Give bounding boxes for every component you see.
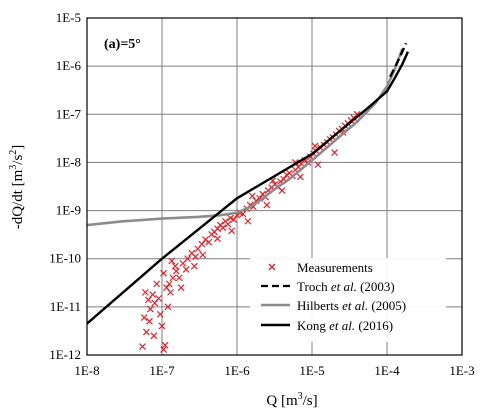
measurement-point [150, 332, 158, 340]
measurement-point [177, 284, 185, 292]
measurement-point [146, 317, 153, 325]
x-tick-label: 1E-7 [149, 363, 175, 378]
y-tick-label: 1E-11 [50, 299, 81, 314]
measurement-point [244, 217, 252, 225]
y-axis-title: -dQ/dt [m3/s2] [8, 145, 26, 230]
series-line-hilberts [87, 48, 404, 227]
measurement-point [224, 220, 232, 228]
legend-background [250, 258, 446, 342]
series-line-kong [87, 51, 409, 325]
measurement-point [199, 251, 207, 259]
y-tick-label: 1E-8 [56, 154, 81, 169]
plot-frame [86, 17, 463, 356]
measurement-point [331, 149, 339, 157]
measurement-point [172, 267, 180, 275]
measurement-point [219, 224, 227, 232]
measurement-point [141, 288, 149, 296]
x-tick-label: 1E-5 [299, 363, 324, 378]
legend-item-kong: Kong et al. (2016) [261, 318, 393, 333]
y-tick-label: 1E-7 [56, 106, 82, 121]
measurement-point [153, 280, 161, 288]
measurement-point [278, 187, 286, 195]
legend-label-measurements: Measurements [297, 260, 373, 275]
measurement-point [145, 296, 152, 304]
y-tick-label: 1E-10 [49, 251, 81, 266]
measurement-point [160, 269, 168, 277]
y-tick-label: 1E-12 [49, 347, 81, 362]
measurement-point [175, 274, 183, 282]
y-tick-labels: 1E-12 1E-11 1E-10 1E-9 1E-8 1E-7 1E-6 1E-5 [49, 10, 81, 362]
measurement-point [182, 265, 190, 273]
legend-label-hilberts: Hilberts et al. (2005) [297, 298, 406, 313]
y-tick-label: 1E-6 [56, 58, 82, 73]
measurement-point [263, 201, 271, 209]
measurement-point [165, 280, 173, 288]
measurement-point [171, 262, 179, 270]
measurement-point [167, 288, 174, 296]
legend-label-kong: Kong et al. (2016) [297, 318, 393, 333]
x-tick-label: 1E-6 [224, 363, 250, 378]
measurement-point [192, 253, 199, 261]
legend-item-measurements: Measurements [268, 260, 373, 275]
legend-item-hilberts: Hilberts et al. (2005) [261, 298, 406, 313]
measurement-point [311, 142, 319, 150]
y-tick-label: 1E-9 [56, 203, 81, 218]
measurement-point [156, 310, 164, 318]
x-tick-label: 1E-3 [449, 363, 474, 378]
measurement-point [214, 235, 221, 243]
measurement-point [296, 173, 304, 181]
measurement-point [146, 305, 154, 313]
measurement-point [228, 227, 236, 235]
series-layer [87, 42, 409, 353]
measurement-point [190, 262, 198, 270]
measurement-point [314, 161, 322, 169]
series-line-troch [389, 42, 408, 78]
measurement-point [149, 291, 157, 298]
measurement-point [158, 322, 166, 330]
panel-label: (a)=5° [104, 37, 141, 52]
measurement-point [161, 341, 169, 349]
x-tick-labels: 1E-8 1E-7 1E-6 1E-5 1E-4 1E-3 [74, 363, 474, 378]
measurement-point [160, 346, 168, 353]
measurement-point [168, 257, 176, 265]
measurement-point [205, 238, 213, 246]
x-tick-label: 1E-4 [374, 363, 400, 378]
x-axis-title: Q [m3/s] [266, 391, 317, 409]
legend-label-troch: Troch et al. (2003) [297, 279, 395, 294]
measurement-point [230, 216, 237, 224]
measurement-point [248, 192, 256, 200]
measurement-point [139, 343, 146, 350]
legend-marker-measurements [268, 263, 276, 271]
measurement-point [198, 240, 206, 248]
legend: Measurements Troch et al. (2003) Hilbert… [250, 258, 446, 342]
measurement-point [164, 303, 172, 311]
measurement-point [169, 274, 177, 282]
legend-item-troch: Troch et al. (2003) [261, 279, 395, 294]
x-tick-label: 1E-8 [74, 363, 99, 378]
measurement-point [184, 255, 192, 263]
measurement-point [155, 294, 162, 302]
y-tick-label: 1E-5 [56, 10, 81, 25]
measurement-point [140, 314, 148, 321]
measurement-point [143, 328, 150, 336]
